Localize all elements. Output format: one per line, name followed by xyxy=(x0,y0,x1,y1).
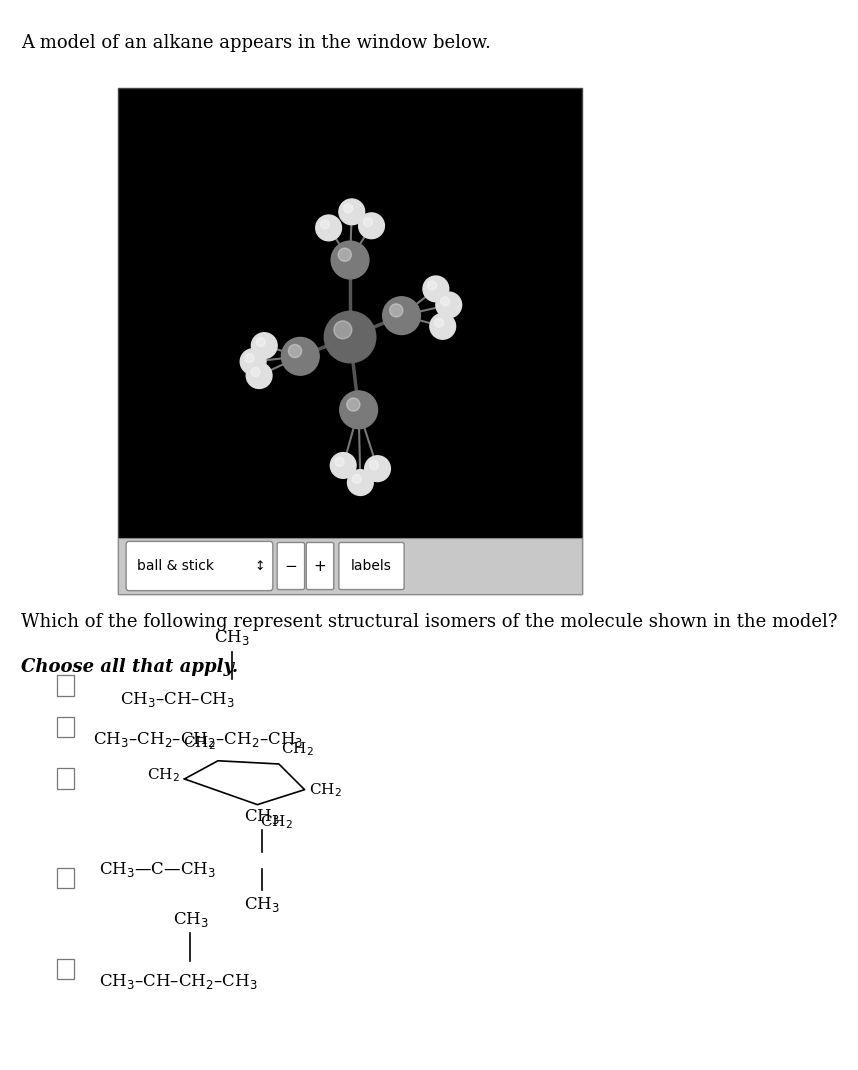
Text: +: + xyxy=(314,559,326,574)
Ellipse shape xyxy=(430,314,456,339)
FancyBboxPatch shape xyxy=(118,538,582,594)
FancyBboxPatch shape xyxy=(277,542,305,590)
Text: −: − xyxy=(285,559,297,574)
Text: CH$_3$–CH–CH$_3$: CH$_3$–CH–CH$_3$ xyxy=(120,690,235,709)
Ellipse shape xyxy=(339,199,365,225)
FancyBboxPatch shape xyxy=(57,717,74,737)
Ellipse shape xyxy=(423,276,449,302)
Ellipse shape xyxy=(334,321,352,339)
Ellipse shape xyxy=(436,292,462,318)
Ellipse shape xyxy=(340,391,378,429)
Ellipse shape xyxy=(359,213,384,239)
Text: CH$_2$: CH$_2$ xyxy=(148,766,180,783)
FancyBboxPatch shape xyxy=(339,542,404,590)
Ellipse shape xyxy=(251,367,260,377)
Ellipse shape xyxy=(390,304,403,317)
Text: ↕: ↕ xyxy=(255,560,265,572)
Ellipse shape xyxy=(344,203,353,213)
Ellipse shape xyxy=(338,248,352,261)
Text: CH$_3$—C—CH$_3$: CH$_3$—C—CH$_3$ xyxy=(99,860,216,880)
FancyBboxPatch shape xyxy=(118,88,582,594)
Ellipse shape xyxy=(316,215,341,241)
Ellipse shape xyxy=(383,296,420,335)
Ellipse shape xyxy=(347,470,373,495)
Text: labels: labels xyxy=(351,559,392,574)
Text: CH$_2$: CH$_2$ xyxy=(184,734,216,752)
Ellipse shape xyxy=(324,311,376,363)
Ellipse shape xyxy=(335,457,344,467)
Ellipse shape xyxy=(321,219,329,229)
Ellipse shape xyxy=(428,280,437,290)
Text: A model of an alkane appears in the window below.: A model of an alkane appears in the wind… xyxy=(21,34,492,52)
FancyBboxPatch shape xyxy=(57,959,74,979)
FancyBboxPatch shape xyxy=(126,541,273,591)
Ellipse shape xyxy=(353,474,361,484)
Text: CH$_2$: CH$_2$ xyxy=(281,739,314,758)
FancyBboxPatch shape xyxy=(57,675,74,696)
Ellipse shape xyxy=(246,363,272,388)
Ellipse shape xyxy=(240,349,266,374)
Ellipse shape xyxy=(435,318,444,327)
Ellipse shape xyxy=(257,337,265,347)
Ellipse shape xyxy=(441,296,450,306)
Text: CH$_3$–CH$_2$–CH$_2$–CH$_2$–CH$_3$: CH$_3$–CH$_2$–CH$_2$–CH$_2$–CH$_3$ xyxy=(93,730,303,749)
Ellipse shape xyxy=(364,217,372,227)
Ellipse shape xyxy=(365,456,390,482)
Ellipse shape xyxy=(251,333,277,358)
Text: CH$_3$: CH$_3$ xyxy=(244,807,280,826)
Ellipse shape xyxy=(281,337,319,376)
Text: Which of the following represent structural isomers of the molecule shown in the: Which of the following represent structu… xyxy=(21,613,838,631)
Text: CH$_2$: CH$_2$ xyxy=(309,781,341,798)
Ellipse shape xyxy=(370,460,378,470)
Ellipse shape xyxy=(347,398,360,411)
Ellipse shape xyxy=(330,453,356,478)
Text: Choose all that apply.: Choose all that apply. xyxy=(21,658,239,676)
Text: CH$_2$: CH$_2$ xyxy=(260,813,293,831)
FancyBboxPatch shape xyxy=(306,542,334,590)
Text: CH$_3$: CH$_3$ xyxy=(214,628,250,647)
FancyBboxPatch shape xyxy=(57,768,74,789)
FancyBboxPatch shape xyxy=(57,868,74,888)
Text: CH$_3$–CH–CH$_2$–CH$_3$: CH$_3$–CH–CH$_2$–CH$_3$ xyxy=(99,972,257,991)
Ellipse shape xyxy=(288,345,302,357)
Text: CH$_3$: CH$_3$ xyxy=(172,910,208,929)
Text: CH$_3$: CH$_3$ xyxy=(244,895,280,914)
Ellipse shape xyxy=(245,353,254,363)
Text: ball & stick: ball & stick xyxy=(137,559,214,574)
Ellipse shape xyxy=(331,241,369,279)
